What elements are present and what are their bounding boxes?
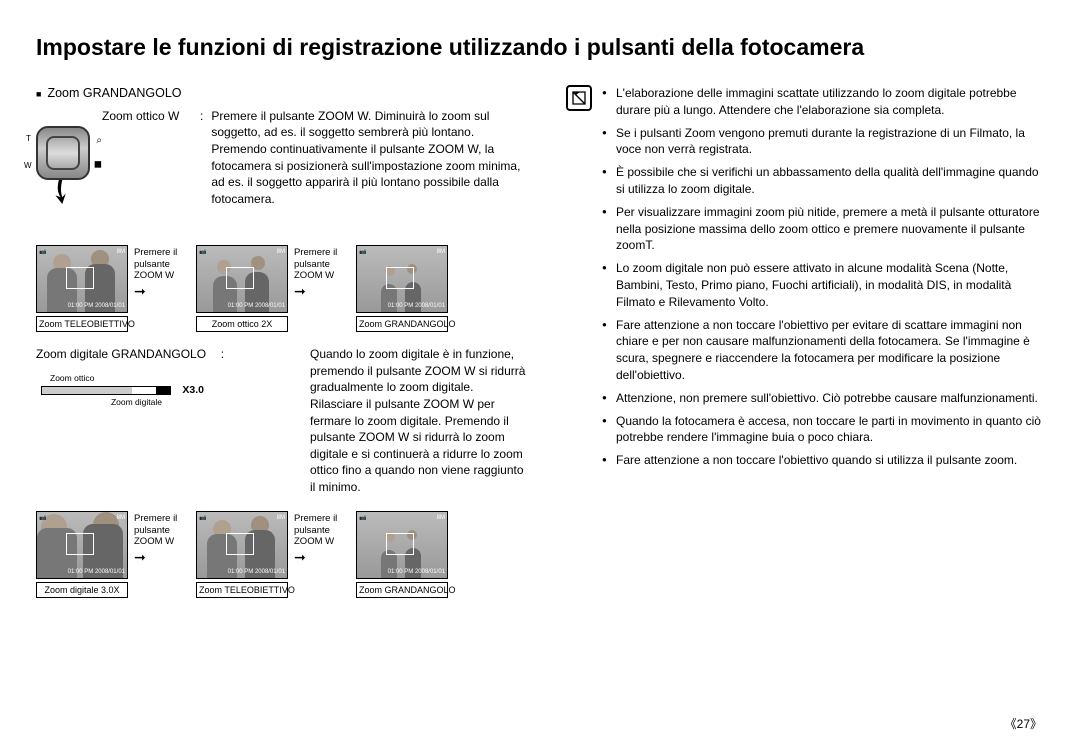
zoom-magnify-icon: ⌕ xyxy=(96,134,102,148)
press-label: Premere il pulsante ZOOM W xyxy=(134,513,177,547)
time-label: 01:00 PM 2008/01/01 xyxy=(388,568,445,576)
press-label: Premere il pulsante ZOOM W xyxy=(134,247,177,281)
page-title: Impostare le funzioni di registrazione u… xyxy=(36,32,1044,63)
optical-zoom-text: Zoom ottico W : Premere il pulsante ZOOM… xyxy=(102,108,526,207)
note-item: Fare attenzione a non toccare l'obiettiv… xyxy=(602,317,1044,384)
thumb-dig3x: 📷 8M 01:00 PM 2008/01/01 Zoom digitale 3… xyxy=(36,511,128,598)
res-label: 8M xyxy=(437,248,445,256)
note-item: Per visualizzare immagini zoom più nitid… xyxy=(602,204,1044,254)
notes-list: L'elaborazione delle immagini scattate u… xyxy=(602,85,1044,475)
page-number: 《27》 xyxy=(1005,716,1042,732)
res-label: 8M xyxy=(117,248,125,256)
zoom-button-diagram: T W ⌕ ◼ xyxy=(36,126,92,180)
press-instruction: Premere il pulsante ZOOM W ➞ xyxy=(134,511,190,566)
zoom-grid-icon: ◼ xyxy=(94,158,102,172)
arrow-down-icon xyxy=(54,180,74,204)
camera-icon: 📷 xyxy=(199,514,206,522)
time-label: 01:00 PM 2008/01/01 xyxy=(68,302,125,310)
zoom-value: X3.0 xyxy=(182,383,204,397)
thumb-caption: Zoom ottico 2X xyxy=(196,316,288,332)
optical-zoom-label: Zoom ottico W xyxy=(102,108,192,207)
arrow-right-icon: ➞ xyxy=(294,549,350,566)
thumb-caption: Zoom TELEOBIETTIVO xyxy=(196,582,288,598)
thumb-caption: Zoom digitale 3.0X xyxy=(36,582,128,598)
thumb-tele: 📷 8M 01:00 PM 2008/01/01 Zoom TELEOBIETT… xyxy=(36,245,128,332)
thumb-wide: 📷 8M 01:00 PM 2008/01/01 Zoom GRANDANGOL… xyxy=(356,245,448,332)
note-item: È possibile che si verifichi un abbassam… xyxy=(602,164,1044,198)
two-column-layout: Zoom GRANDANGOLO T W ⌕ ◼ Zoom ottico W :… xyxy=(36,85,1044,602)
note-item: Quando la fotocamera è accesa, non tocca… xyxy=(602,413,1044,447)
time-label: 01:00 PM 2008/01/01 xyxy=(228,302,285,310)
camera-icon: 📷 xyxy=(359,248,366,256)
digital-zoom-label: Zoom digitale GRANDANGOLO xyxy=(36,346,206,362)
zoom-w-label: W xyxy=(24,161,32,172)
zoom-t-label: T xyxy=(26,134,31,145)
camera-icon: 📷 xyxy=(39,248,46,256)
thumbnail-row-top: 📷 8M 01:00 PM 2008/01/01 Zoom TELEOBIETT… xyxy=(36,245,526,332)
res-label: 8M xyxy=(277,248,285,256)
note-item: Fare attenzione a non toccare l'obiettiv… xyxy=(602,452,1044,469)
thumb-caption: Zoom TELEOBIETTIVO xyxy=(36,316,128,332)
zoom-bar-diagram: Zoom ottico X3.0 Zoom digitale xyxy=(36,373,176,409)
zoom-button-icon xyxy=(36,126,90,180)
note-icon xyxy=(566,85,592,111)
camera-icon: 📷 xyxy=(39,514,46,522)
time-label: 01:00 PM 2008/01/01 xyxy=(388,302,445,310)
zoombar-optical-label: Zoom ottico xyxy=(50,373,176,384)
arrow-right-icon: ➞ xyxy=(134,283,190,300)
camera-icon: 📷 xyxy=(359,514,366,522)
section-heading: Zoom GRANDANGOLO xyxy=(36,85,526,102)
zoombar-digital-label: Zoom digitale xyxy=(36,397,162,408)
press-instruction: Premere il pulsante ZOOM W ➞ xyxy=(134,245,190,300)
thumb-tele2: 📷 8M 01:00 PM 2008/01/01 Zoom TELEOBIETT… xyxy=(196,511,288,598)
thumbnail-row-bottom: 📷 8M 01:00 PM 2008/01/01 Zoom digitale 3… xyxy=(36,511,526,598)
optical-zoom-paragraph: Premere il pulsante ZOOM W. Diminuirà lo… xyxy=(211,108,526,207)
digital-zoom-section: Zoom digitale GRANDANGOLO : Zoom ottico … xyxy=(36,346,526,495)
press-label: Premere il pulsante ZOOM W xyxy=(294,247,337,281)
press-instruction: Premere il pulsante ZOOM W ➞ xyxy=(294,245,350,300)
note-item: Se i pulsanti Zoom vengono premuti duran… xyxy=(602,125,1044,159)
note-item: Lo zoom digitale non può essere attivato… xyxy=(602,260,1044,310)
press-label: Premere il pulsante ZOOM W xyxy=(294,513,337,547)
thumb-wide2: 📷 8M 01:00 PM 2008/01/01 Zoom GRANDANGOL… xyxy=(356,511,448,598)
note-item: L'elaborazione delle immagini scattate u… xyxy=(602,85,1044,119)
arrow-right-icon: ➞ xyxy=(134,549,190,566)
left-column: Zoom GRANDANGOLO T W ⌕ ◼ Zoom ottico W :… xyxy=(36,85,526,602)
camera-icon: 📷 xyxy=(199,248,206,256)
res-label: 8M xyxy=(437,514,445,522)
digital-zoom-paragraph: Quando lo zoom digitale è in funzione, p… xyxy=(310,346,526,495)
res-label: 8M xyxy=(117,514,125,522)
right-column: L'elaborazione delle immagini scattate u… xyxy=(566,85,1044,602)
thumb-caption: Zoom GRANDANGOLO xyxy=(356,582,448,598)
optical-zoom-row: T W ⌕ ◼ Zoom ottico W : Premere il pulsa… xyxy=(36,108,526,207)
arrow-right-icon: ➞ xyxy=(294,283,350,300)
thumb-2x: 📷 8M 01:00 PM 2008/01/01 Zoom ottico 2X xyxy=(196,245,288,332)
time-label: 01:00 PM 2008/01/01 xyxy=(68,568,125,576)
thumb-caption: Zoom GRANDANGOLO xyxy=(356,316,448,332)
res-label: 8M xyxy=(277,514,285,522)
note-item: Attenzione, non premere sull'obiettivo. … xyxy=(602,390,1044,407)
press-instruction: Premere il pulsante ZOOM W ➞ xyxy=(294,511,350,566)
time-label: 01:00 PM 2008/01/01 xyxy=(228,568,285,576)
